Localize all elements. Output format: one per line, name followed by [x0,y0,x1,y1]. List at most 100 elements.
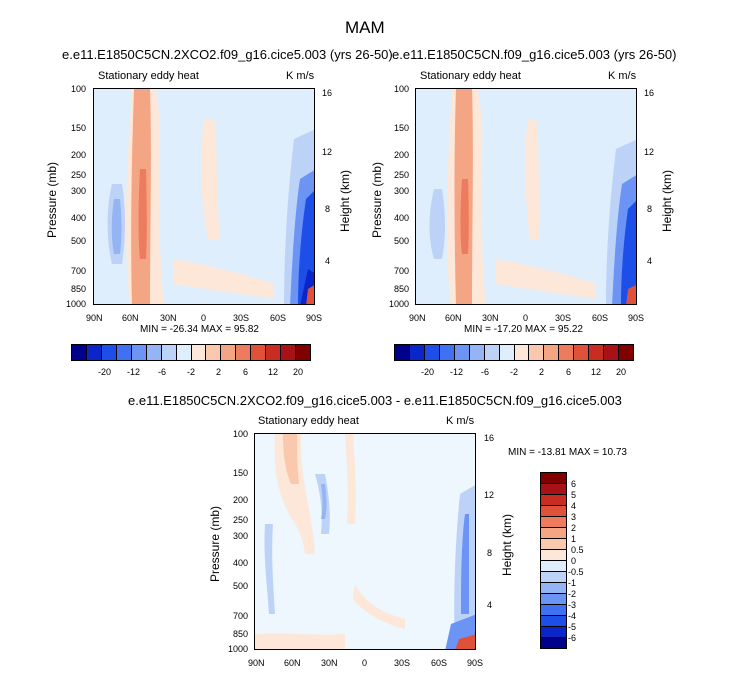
panel1-y2tick: 4 [325,256,331,266]
panel2-colorbar [394,344,634,361]
panel2-y2label: Height (km) [660,169,674,232]
colorbar-swatch [176,345,192,360]
panel2-y2tick: 12 [644,147,655,157]
panel1-ytick: 1000 [66,299,87,309]
colorbar-swatch [161,345,177,360]
panel1-ytick: 100 [71,84,87,94]
panel3-xtick: 0 [362,658,368,668]
panel2-cb-label: -20 [421,367,435,377]
panel3-xtick: 30N [321,658,338,668]
colorbar-swatch [541,528,566,539]
panel2-ytick: 500 [394,236,410,246]
panel1-ytick: 400 [71,213,87,223]
colorbar-swatch [221,345,237,360]
panel3-cb-label: 6 [571,479,577,489]
colorbar-swatch [484,345,500,360]
panel2-ytick: 700 [394,266,410,276]
panel1-ytick: 850 [71,284,87,294]
panel2-ytick: 850 [394,284,410,294]
panel1-plot-area [93,88,315,305]
panel3-y2tick: 16 [484,433,495,443]
panel2-xtick: 30N [482,313,499,323]
panel2-y2tick: 16 [644,88,655,98]
panel3-cb-label: 3 [571,512,577,522]
panel3-cb-label: -0.5 [568,567,584,577]
panel1-cb-label: -2 [187,367,196,377]
panel2-plot-area [415,88,637,305]
colorbar-swatch [541,473,566,484]
panel2-title: e.e11.E1850C5CN.f09_g16.cice5.003 (yrs 2… [392,47,677,62]
panel3-ytick: 150 [233,468,249,478]
colorbar-swatch [409,345,425,360]
panel3-plot-area [254,433,476,650]
panel2-cb-label: 12 [591,367,602,377]
colorbar-swatch [116,345,132,360]
panel2-right-label: K m/s [608,70,637,82]
colorbar-swatch [574,345,590,360]
panel3-xtick: 30S [394,658,411,668]
colorbar-swatch [499,345,515,360]
panel3-ytick: 500 [233,581,249,591]
colorbar-swatch [541,484,566,495]
panel3-contour [255,434,475,649]
panel3-ytick: 700 [233,611,249,621]
panel1-xtick: 60N [122,313,139,323]
panel2-y2tick: 4 [647,256,653,266]
panel2-cb-label: -2 [510,367,519,377]
colorbar-swatch [541,583,566,594]
panel3-cb-label: 2 [571,523,577,533]
panel2-xtick: 0 [523,313,529,323]
panel3-cb-label: -6 [568,633,577,643]
colorbar-swatch [541,616,566,627]
panel1-xtick: 30N [160,313,177,323]
panel3-y2label: Height (km) [500,513,514,576]
panel2-cb-label: -6 [481,367,490,377]
panel1-ytick: 500 [71,236,87,246]
panel2-xtick: 90S [628,313,645,323]
colorbar-swatch [541,561,566,572]
panel1-stats: MIN = -26.34 MAX = 95.82 [140,324,259,335]
panel3-cb-label: 4 [571,501,577,511]
main-title: MAM [345,18,385,37]
panel2-left-label: Stationary eddy heat [420,70,521,82]
colorbar-swatch [72,345,87,360]
panel3-left-label: Stationary eddy heat [258,415,359,427]
panel3-ytick: 1000 [228,644,249,654]
panel1-cb-label: 6 [243,367,249,377]
colorbar-swatch [541,638,566,648]
panel3-y2tick: 12 [484,490,495,500]
panel3-cb-label: -2 [568,589,577,599]
panel2-xtick: 60S [592,313,609,323]
colorbar-swatch [541,572,566,583]
colorbar-swatch [206,345,222,360]
panel2-xtick: 60N [445,313,462,323]
panel2-ytick: 200 [394,150,410,160]
panel1-ytick: 700 [71,266,87,276]
panel2-ylabel: Pressure (mb) [370,161,384,238]
colorbar-swatch [131,345,147,360]
panel3-cb-label: 1 [571,534,577,544]
panel2-ytick: 300 [394,186,410,196]
colorbar-swatch [146,345,162,360]
panel1-y2tick: 8 [325,204,331,214]
panel3-cb-label: 5 [571,490,577,500]
panel3-cb-label: -1 [568,578,577,588]
colorbar-swatch [544,345,560,360]
panel2-ytick: 100 [394,84,410,94]
colorbar-swatch [541,550,566,561]
panel3-ytick: 200 [233,495,249,505]
panel1-cb-label: 20 [293,367,304,377]
panel1-ylabel: Pressure (mb) [45,161,59,238]
panel1-cb-label: 2 [216,367,222,377]
panel3-ytick: 100 [233,429,249,439]
colorbar-swatch [541,517,566,528]
colorbar-swatch [395,345,410,360]
panel3-ytick: 850 [233,629,249,639]
colorbar-swatch [281,345,297,360]
colorbar-swatch [529,345,545,360]
panel1-y2tick: 12 [322,147,333,157]
panel2-ytick: 400 [394,213,410,223]
colorbar-swatch [454,345,470,360]
panel3-xtick: 60S [431,658,448,668]
panel3-cb-label: 0 [571,556,577,566]
